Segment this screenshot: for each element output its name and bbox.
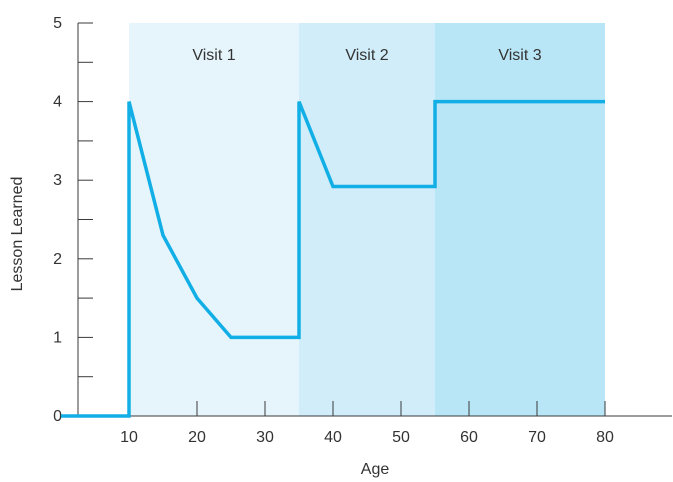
y-tick-label-1: 1: [53, 329, 62, 346]
x-tick-label-50: 50: [392, 429, 410, 446]
y-axis-ticks: 0 1 2 3 4 5: [53, 15, 93, 425]
x-tick-label-20: 20: [188, 429, 206, 446]
x-tick-label-30: 30: [256, 429, 274, 446]
visit-region-labels: Visit 1 Visit 2 Visit 3: [192, 47, 541, 64]
x-axis-title: Age: [361, 461, 390, 478]
visit-region-label-2: Visit 2: [345, 47, 388, 64]
series-line-1: [61, 99, 605, 418]
x-tick-label-80: 80: [596, 429, 614, 446]
visit-region-2: [299, 23, 435, 416]
y-tick-label-2: 2: [53, 251, 62, 268]
y-axis-title: Lesson Learned: [9, 177, 26, 292]
visit-region-1: [129, 23, 299, 416]
x-tick-label-40: 40: [324, 429, 342, 446]
x-tick-label-10: 10: [120, 429, 138, 446]
y-tick-label-0: 0: [53, 408, 62, 425]
visit-region-3: [435, 23, 605, 416]
y-tick-label-5: 5: [53, 15, 62, 32]
visit-regions: [129, 23, 605, 416]
x-tick-label-60: 60: [460, 429, 478, 446]
x-tick-label-70: 70: [528, 429, 546, 446]
y-tick-label-3: 3: [53, 172, 62, 189]
visit-region-label-1: Visit 1: [192, 47, 235, 64]
x-axis-ticks: 10 20 30 40 50 60 70 80: [120, 401, 614, 446]
visit-region-label-3: Visit 3: [498, 47, 541, 64]
series-group: [61, 99, 605, 418]
y-tick-label-4: 4: [53, 94, 62, 111]
